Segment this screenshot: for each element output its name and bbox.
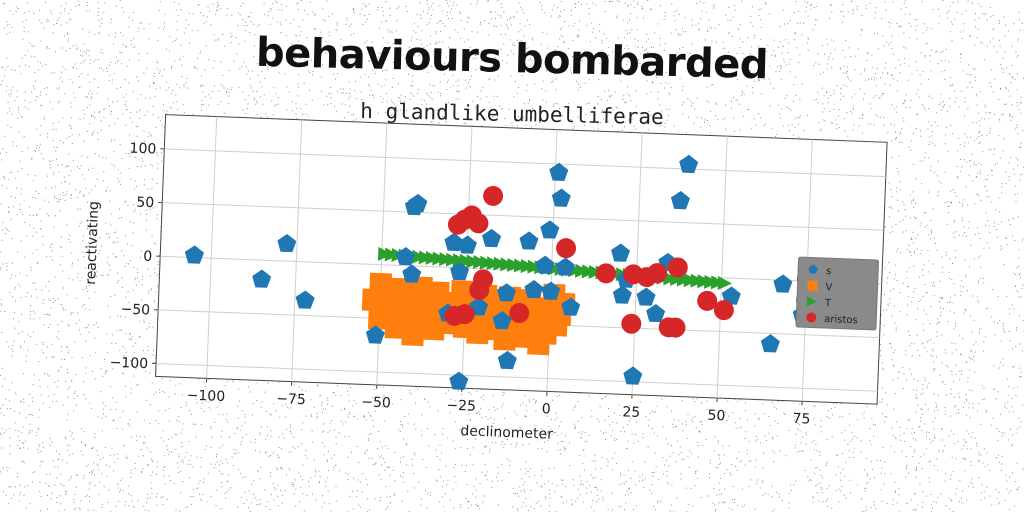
x-grid-line (631, 132, 643, 395)
legend-marker-v (807, 280, 818, 291)
data-point-aristos (509, 303, 530, 324)
data-point-s (408, 193, 428, 213)
data-point-t (717, 276, 732, 291)
data-point-aristos (621, 313, 642, 334)
data-marks (184, 154, 850, 390)
x-tick-label: 25 (622, 404, 640, 421)
legend-label-v: V (825, 282, 832, 293)
data-point-s (449, 371, 469, 390)
series-v (361, 272, 576, 356)
legend-label-aristos: aristos (824, 314, 858, 326)
data-point-s (184, 245, 204, 264)
data-point-s (540, 220, 560, 239)
data-point-aristos (454, 304, 475, 325)
data-point-v (426, 281, 450, 305)
data-point-aristos (556, 238, 577, 259)
legend-label-t: T (824, 298, 832, 309)
y-grid-line (164, 148, 886, 178)
data-point-aristos (468, 213, 489, 234)
data-point-s (535, 255, 555, 274)
data-point-s (444, 232, 464, 252)
data-point-s (492, 310, 512, 330)
data-point-s (457, 235, 477, 254)
y-grid-line (162, 202, 884, 231)
data-point-s (497, 283, 517, 302)
data-point-s (623, 366, 643, 385)
y-tick-label: 0 (143, 249, 153, 265)
data-point-s (612, 285, 632, 304)
data-point-s (277, 233, 297, 253)
data-point-s (670, 191, 691, 210)
data-point-s (611, 243, 631, 262)
data-point-aristos (697, 290, 718, 311)
y-tick-label: −50 (120, 301, 150, 318)
data-point-s (773, 274, 793, 293)
data-point-s (760, 334, 780, 353)
x-tick-label: −25 (446, 398, 476, 415)
data-point-s (646, 303, 666, 323)
x-tick-label: 0 (541, 401, 551, 417)
data-point-aristos (665, 317, 686, 338)
data-point-s (450, 261, 470, 281)
y-tick-label: −100 (109, 355, 148, 372)
data-point-s (549, 162, 569, 181)
x-grid-line (716, 136, 728, 398)
data-point-aristos (483, 185, 504, 206)
x-grid-line (206, 116, 218, 379)
legend-label-s: s (826, 266, 832, 277)
data-point-s (295, 290, 315, 309)
series-aristos (444, 185, 817, 338)
tick-labels: −100 −75 −50 −25 0 25 50 75 −100 −50 0 50 100 (109, 141, 810, 428)
data-point-s (396, 247, 416, 266)
data-point-aristos (473, 269, 494, 290)
data-point-s (402, 264, 422, 283)
legend-box (795, 256, 879, 331)
data-point-s (636, 287, 656, 306)
y-tick-label: 100 (129, 141, 156, 158)
data-point-aristos (647, 263, 668, 284)
data-point-s (252, 269, 272, 288)
data-point-aristos (596, 263, 617, 284)
data-point-s (482, 228, 502, 248)
data-point-s (524, 279, 544, 299)
legend-marker-t (806, 296, 817, 307)
legend-marker-s (808, 264, 819, 274)
y-tick-label: 50 (136, 195, 154, 212)
data-point-s (519, 231, 539, 250)
data-point-s (497, 350, 517, 370)
x-tick-label: −75 (276, 391, 306, 408)
x-tick-label: 50 (707, 408, 725, 425)
x-axis-label: declinometer (460, 423, 553, 443)
x-grid-line (291, 119, 303, 382)
data-point-aristos (667, 257, 688, 278)
data-point-s (555, 257, 575, 276)
x-tick-label: −50 (361, 394, 391, 411)
x-tick-label: −100 (186, 388, 225, 405)
data-point-s (561, 297, 581, 316)
data-point-s (365, 325, 385, 344)
x-tick-label: 75 (792, 411, 810, 428)
data-point-aristos (713, 300, 734, 321)
data-point-s (721, 286, 741, 305)
legend-marker-aristos (806, 312, 817, 323)
data-point-s (679, 154, 699, 174)
y-axis-label: reactivating (83, 201, 102, 285)
y-grid-line (156, 363, 878, 392)
data-point-s (541, 281, 561, 300)
data-point-s (551, 188, 571, 207)
